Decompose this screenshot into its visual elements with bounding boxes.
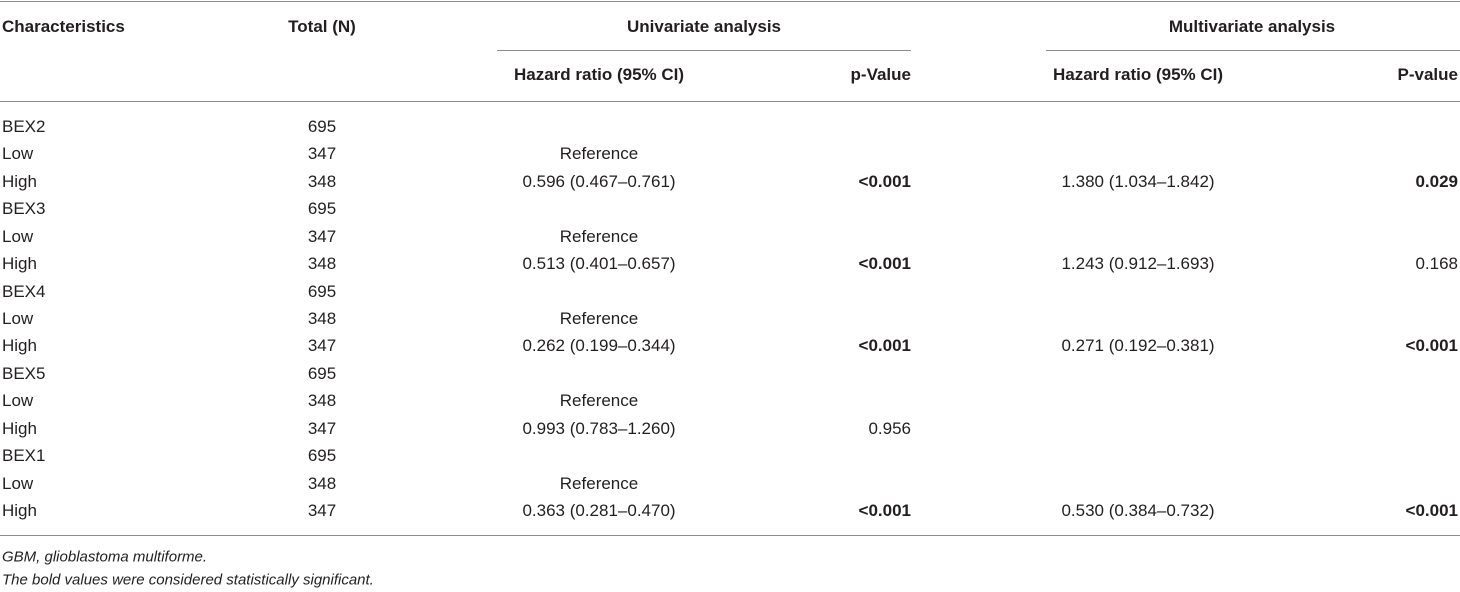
- table-cell: 0.993 (0.783–1.260): [522, 418, 676, 438]
- table-cell: 1.243 (0.912–1.693): [1061, 254, 1215, 274]
- header-rule: [0, 101, 1460, 102]
- table-cell: Reference: [559, 309, 639, 328]
- table-cell: 695: [307, 117, 337, 136]
- table-cell: 0.596 (0.467–0.761): [522, 171, 676, 191]
- table-cell: 348: [307, 254, 337, 274]
- table-cell: 348: [307, 391, 337, 411]
- table-cell: 0.363 (0.281–0.470): [522, 501, 676, 521]
- table-cell: Reference: [559, 473, 639, 493]
- table-cell: Low: [2, 144, 34, 164]
- table-cell: High: [2, 254, 37, 274]
- table-cell: Reference: [559, 144, 639, 164]
- table-cell: 0.029: [1415, 171, 1458, 191]
- table-cell: 0.956: [868, 418, 911, 438]
- table-cell: Reference: [559, 391, 639, 411]
- table-cell: 347: [307, 144, 337, 164]
- header-cell: Univariate analysis: [626, 17, 782, 36]
- table-cell: Low: [2, 226, 34, 246]
- table-cell: High: [2, 418, 37, 438]
- table-cell: 695: [307, 199, 337, 219]
- table-cell: 348: [307, 171, 337, 191]
- table-cell: High: [2, 501, 37, 521]
- multivariate-rule: [1046, 50, 1460, 51]
- table-cell: 695: [307, 446, 337, 466]
- subheader-cell: P-value: [1397, 65, 1458, 84]
- header-cell: Multivariate analysis: [1168, 17, 1336, 36]
- table-cell: 695: [307, 281, 337, 301]
- table-cell: Low: [2, 309, 34, 328]
- header-cell: Characteristics: [2, 17, 125, 36]
- table-cell: 347: [307, 501, 337, 521]
- table-cell: 0.262 (0.199–0.344): [522, 336, 676, 356]
- table-cell: 0.513 (0.401–0.657): [522, 254, 676, 274]
- table-cell: BEX5: [2, 363, 46, 383]
- subheader-cell: p-Value: [850, 65, 911, 84]
- table-cell: <0.001: [858, 254, 911, 274]
- table-cell: <0.001: [858, 336, 911, 356]
- table-cell: BEX3: [2, 199, 46, 219]
- table-cell: 695: [307, 363, 337, 383]
- bottom-rule: [0, 535, 1460, 536]
- univariate-rule: [497, 50, 911, 51]
- table-cell: 348: [307, 473, 337, 493]
- table-cell: Reference: [559, 226, 639, 246]
- table-cell: 0.168: [1415, 254, 1458, 274]
- top-rule: [0, 1, 1460, 2]
- table-cell: BEX2: [2, 117, 46, 136]
- table-cell: <0.001: [1405, 336, 1458, 356]
- table-cell: Low: [2, 391, 34, 411]
- table-cell: High: [2, 336, 37, 356]
- table-cell: 0.271 (0.192–0.381): [1061, 336, 1215, 356]
- table-cell: BEX1: [2, 446, 46, 466]
- subheader-cell: Hazard ratio (95% CI): [1052, 65, 1224, 84]
- table-cell: <0.001: [858, 501, 911, 521]
- footnote: GBM, glioblastoma multiforme.: [2, 548, 208, 566]
- subheader-cell: Hazard ratio (95% CI): [513, 65, 685, 84]
- table-cell: Low: [2, 473, 34, 493]
- table-cell: 347: [307, 418, 337, 438]
- table-cell: 348: [307, 309, 337, 328]
- table-cell: <0.001: [858, 171, 911, 191]
- table-cell: 347: [307, 336, 337, 356]
- table-cell: BEX4: [2, 281, 46, 301]
- header-cell: Total (N): [288, 17, 356, 36]
- table-cell: 1.380 (1.034–1.842): [1061, 171, 1215, 191]
- table-cell: High: [2, 171, 37, 191]
- table-cell: 0.530 (0.384–0.732): [1061, 501, 1215, 521]
- table-cell: <0.001: [1405, 501, 1458, 521]
- footnote: The bold values were considered statisti…: [2, 571, 374, 589]
- table-cell: 347: [307, 226, 337, 246]
